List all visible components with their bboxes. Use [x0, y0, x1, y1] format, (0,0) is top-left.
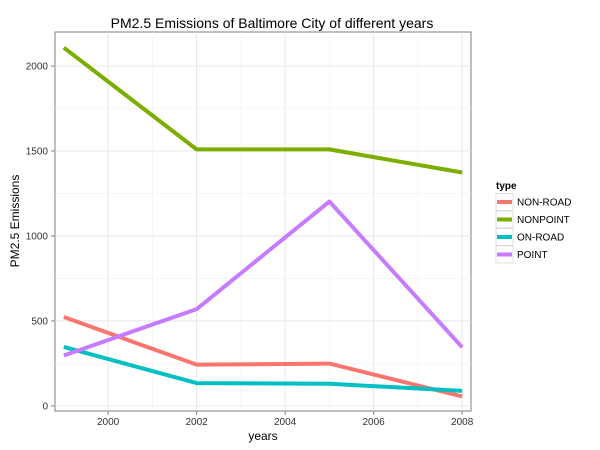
- legend-label: POINT: [517, 250, 548, 261]
- legend-item-non-road: NON-ROAD: [495, 193, 571, 211]
- series-line-nonpoint: [62, 46, 463, 175]
- legend-item-nonpoint: NONPOINT: [495, 210, 570, 229]
- y-tick-label: 1000: [26, 231, 49, 242]
- legend-label: NON-ROAD: [517, 198, 571, 209]
- legend-label: NONPOINT: [517, 215, 570, 226]
- chart-title: PM2.5 Emissions of Baltimore City of dif…: [111, 15, 434, 31]
- x-axis-ticks: 2000 2002 2004 2006 2008: [97, 411, 474, 428]
- y-axis-title: PM2.5 Emissions: [8, 175, 22, 268]
- series-line-point: [63, 199, 464, 358]
- y-tick-label: 2000: [26, 61, 49, 72]
- y-tick-label: 1500: [26, 146, 49, 157]
- x-tick-label: 2000: [97, 417, 120, 428]
- x-axis-title: years: [248, 429, 277, 443]
- legend-items: NON-ROAD NONPOINT ON-ROAD POINT: [495, 193, 571, 264]
- series-line-non-road: [63, 315, 463, 399]
- y-axis-ticks: 0 500 1000 1500 2000: [26, 61, 55, 412]
- legend: type NON-ROAD NONPOINT ON-ROAD POINT: [495, 181, 571, 264]
- x-tick-label: 2002: [185, 417, 208, 428]
- x-tick-label: 2006: [363, 417, 386, 428]
- x-tick-label: 2008: [451, 417, 474, 428]
- major-gridlines: [55, 32, 471, 411]
- legend-item-on-road: ON-ROAD: [495, 228, 564, 246]
- series-lines: [62, 46, 464, 399]
- series-line-on-road: [63, 345, 463, 393]
- x-tick-label: 2004: [274, 417, 297, 428]
- legend-item-point: POINT: [495, 245, 548, 264]
- y-tick-label: 0: [42, 401, 48, 412]
- legend-label: ON-ROAD: [517, 233, 564, 244]
- y-tick-label: 500: [31, 316, 48, 327]
- legend-title: type: [496, 181, 517, 192]
